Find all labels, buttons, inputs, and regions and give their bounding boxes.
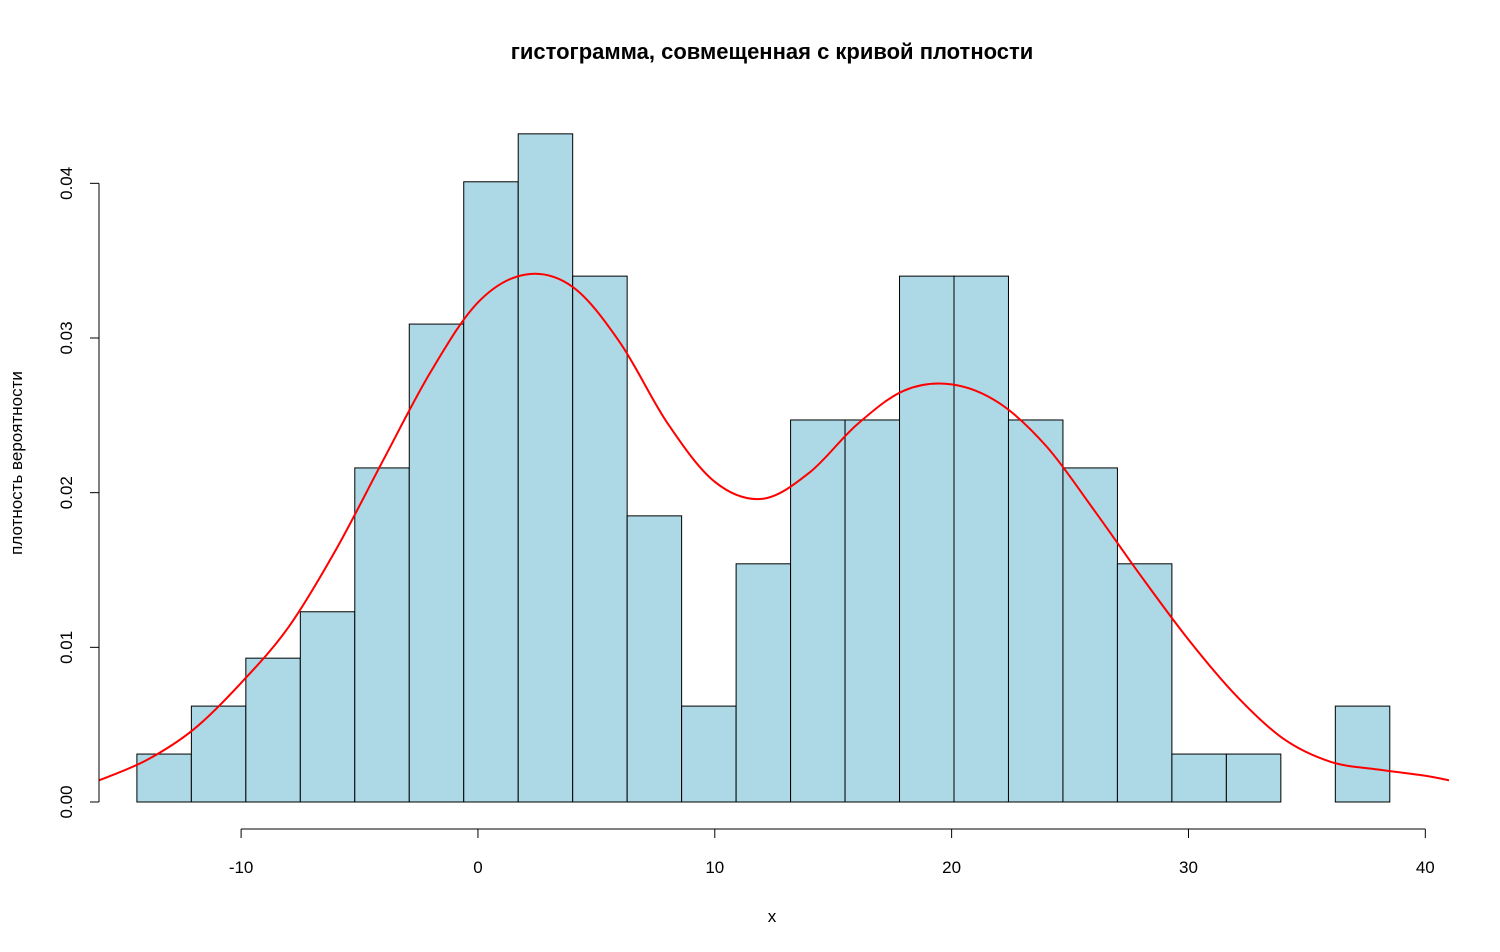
histogram-bar-2 (245, 657, 301, 803)
x-axis-label: x (768, 907, 777, 926)
histogram-bars (136, 133, 1391, 803)
x-tick-label: 30 (1179, 858, 1198, 877)
x-tick-label: -10 (229, 858, 254, 877)
y-axis-label: плотность вероятности (7, 371, 26, 555)
histogram-bar-10 (681, 705, 737, 803)
histogram-bar-3 (299, 611, 356, 803)
y-tick-label: 0.01 (57, 631, 76, 664)
histogram-bar-19 (1171, 753, 1227, 803)
histogram-bar-0 (136, 753, 192, 803)
histogram-bar-11 (735, 563, 792, 803)
y-axis: 0.00 0.01 0.02 0.03 0.04 (57, 167, 100, 819)
y-tick-label: 0.00 (57, 785, 76, 818)
histogram-bar-22 (1334, 705, 1391, 803)
density-curve (98, 272, 1450, 782)
histogram-bar-1 (190, 705, 247, 803)
histogram-bar-17 (1062, 467, 1118, 803)
x-tick-label: 40 (1416, 858, 1435, 877)
y-tick-label: 0.02 (57, 476, 76, 509)
histogram-bar-8 (572, 275, 628, 803)
histogram-bar-20 (1225, 753, 1282, 803)
chart-title: гистограмма, совмещенная с кривой плотно… (511, 39, 1034, 64)
histogram-bar-16 (1007, 419, 1064, 803)
histogram-bar-4 (354, 467, 410, 803)
histogram-bar-15 (953, 275, 1009, 803)
x-tick-label: 0 (473, 858, 482, 877)
histogram-bar-12 (790, 419, 846, 803)
x-tick-label: 10 (705, 858, 724, 877)
histogram-bar-18 (1116, 563, 1173, 803)
y-tick-label: 0.04 (57, 167, 76, 200)
histogram-bar-13 (844, 419, 901, 803)
histogram-bar-6 (463, 181, 519, 803)
y-tick-label: 0.03 (57, 321, 76, 354)
histogram-bar-14 (899, 275, 955, 803)
histogram-bar-7 (517, 133, 574, 803)
histogram-bar-9 (626, 515, 683, 803)
x-tick-label: 20 (942, 858, 961, 877)
x-axis: -10 0 10 20 30 40 (229, 828, 1435, 877)
density-curve-layer (98, 272, 1450, 782)
histogram-bar-5 (408, 323, 465, 803)
